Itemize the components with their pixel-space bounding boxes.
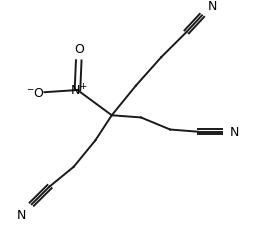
Text: $\mathdefault{{}^{-}}$O: $\mathdefault{{}^{-}}$O (26, 86, 45, 99)
Text: N$^{+}$: N$^{+}$ (70, 83, 88, 98)
Text: N: N (208, 0, 217, 13)
Text: N: N (17, 208, 26, 221)
Text: O: O (74, 43, 84, 56)
Text: N: N (230, 126, 239, 139)
